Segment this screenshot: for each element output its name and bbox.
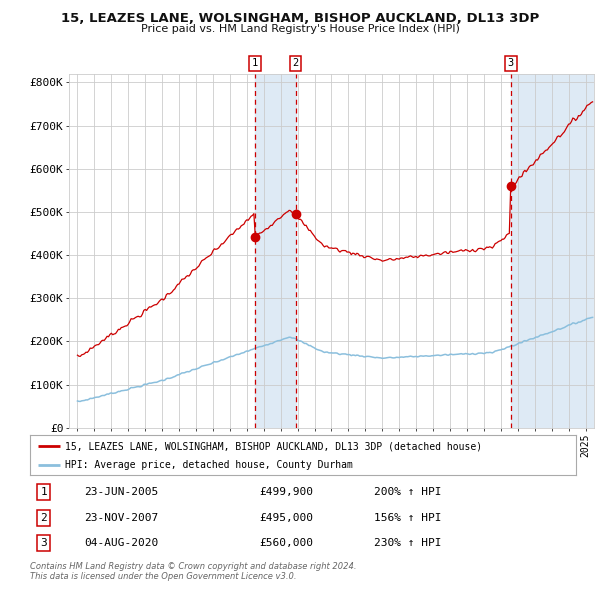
Text: £499,900: £499,900 [259,487,313,497]
Text: This data is licensed under the Open Government Licence v3.0.: This data is licensed under the Open Gov… [30,572,296,581]
Text: 200% ↑ HPI: 200% ↑ HPI [374,487,442,497]
Text: 15, LEAZES LANE, WOLSINGHAM, BISHOP AUCKLAND, DL13 3DP (detached house): 15, LEAZES LANE, WOLSINGHAM, BISHOP AUCK… [65,441,482,451]
Text: 04-AUG-2020: 04-AUG-2020 [85,538,159,548]
Text: £560,000: £560,000 [259,538,313,548]
Text: £495,000: £495,000 [259,513,313,523]
Text: 15, LEAZES LANE, WOLSINGHAM, BISHOP AUCKLAND, DL13 3DP: 15, LEAZES LANE, WOLSINGHAM, BISHOP AUCK… [61,12,539,25]
Text: 2: 2 [293,58,299,68]
Bar [255,74,296,428]
Text: 3: 3 [40,538,47,548]
Text: 23-NOV-2007: 23-NOV-2007 [85,513,159,523]
Text: Price paid vs. HM Land Registry's House Price Index (HPI): Price paid vs. HM Land Registry's House … [140,24,460,34]
Bar [511,74,594,428]
Text: 23-JUN-2005: 23-JUN-2005 [85,487,159,497]
Text: HPI: Average price, detached house, County Durham: HPI: Average price, detached house, Coun… [65,460,353,470]
Text: 3: 3 [508,58,514,68]
Text: Contains HM Land Registry data © Crown copyright and database right 2024.: Contains HM Land Registry data © Crown c… [30,562,356,571]
Text: 2: 2 [40,513,47,523]
Text: 156% ↑ HPI: 156% ↑ HPI [374,513,442,523]
Text: 1: 1 [251,58,258,68]
Text: 1: 1 [40,487,47,497]
Text: 230% ↑ HPI: 230% ↑ HPI [374,538,442,548]
